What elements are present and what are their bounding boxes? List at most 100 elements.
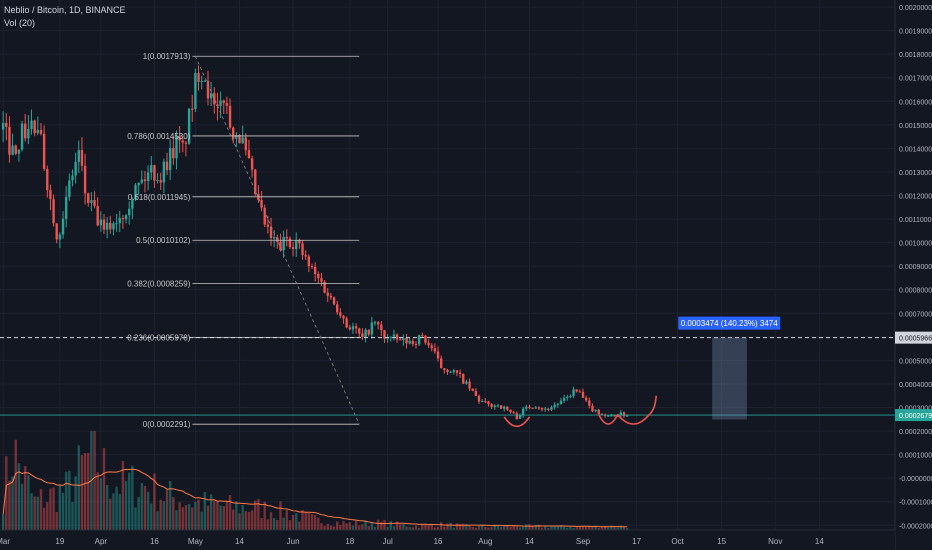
volume-bar bbox=[405, 526, 408, 530]
candle-body bbox=[622, 412, 626, 417]
volume-bar bbox=[99, 478, 103, 530]
volume-bar bbox=[376, 519, 380, 530]
volume-bar bbox=[181, 507, 184, 530]
candle-body bbox=[178, 136, 181, 141]
volume-bar bbox=[254, 500, 257, 530]
candle-body bbox=[87, 193, 90, 203]
candle-body bbox=[547, 408, 550, 410]
candle-body bbox=[376, 322, 380, 325]
candle-body bbox=[543, 408, 547, 410]
candle-body bbox=[304, 255, 307, 257]
candle-body bbox=[282, 236, 285, 251]
volume-bar bbox=[74, 476, 77, 530]
volume-bar bbox=[326, 523, 329, 530]
volume-bar bbox=[276, 520, 279, 530]
candle-body bbox=[279, 241, 282, 251]
candle-body bbox=[367, 329, 370, 335]
candle-body bbox=[49, 190, 52, 200]
x-tick-label: 16 bbox=[434, 537, 443, 546]
candle-body bbox=[20, 123, 24, 150]
volume-bar bbox=[52, 487, 55, 530]
candle-body bbox=[496, 405, 500, 407]
y-tick-label: 0.0016000 bbox=[899, 99, 932, 106]
candle-body bbox=[209, 93, 213, 99]
volume-bar bbox=[143, 486, 147, 530]
candle-body bbox=[153, 165, 156, 181]
volume-bar bbox=[58, 485, 62, 530]
volume-bar bbox=[503, 525, 506, 530]
candle-body bbox=[33, 120, 36, 134]
candle-body bbox=[244, 137, 248, 151]
volume-bar bbox=[203, 491, 207, 530]
candle-body bbox=[531, 407, 534, 409]
volume-bar bbox=[200, 511, 203, 530]
candle-body bbox=[553, 404, 556, 408]
candle-body bbox=[241, 137, 244, 144]
fib-level-label: 0.618(0.0011945) bbox=[128, 193, 191, 202]
volume-bar bbox=[364, 520, 367, 530]
volume-bar bbox=[206, 505, 210, 530]
candle-body bbox=[383, 330, 386, 339]
candle-body bbox=[503, 406, 506, 409]
y-axis-panel bbox=[895, 0, 932, 550]
volume-bar bbox=[20, 483, 24, 530]
y-tick-label: 0.0015000 bbox=[899, 123, 932, 130]
volume-bar bbox=[194, 501, 197, 530]
candle-body bbox=[323, 281, 326, 293]
volume-bar bbox=[348, 522, 352, 530]
x-tick-label: 14 bbox=[235, 537, 244, 546]
candle-body bbox=[455, 370, 459, 373]
y-axis: 0.0020000 0.0019000 0.0018000 0.0017000 0.00… bbox=[899, 5, 932, 530]
volume-bar bbox=[310, 514, 314, 530]
candle-body bbox=[380, 324, 383, 331]
y-tick-label: -0.0000000 bbox=[899, 476, 932, 483]
volume-bar bbox=[153, 473, 156, 530]
volume-bar bbox=[172, 497, 175, 530]
x-tick-label: Jun bbox=[287, 537, 300, 546]
candle-body bbox=[238, 134, 241, 144]
volume-bar bbox=[102, 448, 106, 530]
candle-body bbox=[260, 200, 263, 208]
volume-bar bbox=[222, 506, 225, 530]
candle-body bbox=[121, 218, 125, 220]
volume-bar bbox=[569, 527, 572, 530]
x-axis-panel bbox=[0, 530, 895, 550]
y-tick-label: 0.0019000 bbox=[899, 29, 932, 36]
volume-bar bbox=[373, 526, 377, 530]
volume-bar bbox=[553, 526, 556, 530]
volume-bar bbox=[83, 452, 87, 530]
candle-body bbox=[175, 136, 178, 159]
volume-bar bbox=[317, 517, 320, 530]
candle-body bbox=[24, 123, 27, 139]
x-tick-label: Oct bbox=[671, 537, 684, 546]
volume-bar bbox=[282, 517, 285, 530]
candle-body bbox=[480, 401, 484, 403]
volume-bar bbox=[345, 523, 348, 530]
volume-bar bbox=[610, 525, 613, 530]
candle-body bbox=[222, 100, 225, 104]
volume-bar bbox=[307, 512, 311, 530]
badge-text: 0.0002679 bbox=[899, 413, 932, 420]
candle-body bbox=[291, 247, 295, 249]
badge-bg bbox=[895, 409, 932, 422]
candle-body bbox=[506, 406, 509, 410]
candle-body bbox=[250, 158, 254, 170]
candle-body bbox=[358, 328, 361, 334]
candle-body bbox=[266, 224, 270, 227]
candle-body bbox=[525, 406, 528, 409]
volume-bar bbox=[320, 523, 323, 530]
candle-body bbox=[430, 345, 433, 349]
candle-body bbox=[232, 127, 235, 139]
candle-body bbox=[414, 344, 418, 346]
volume-bar bbox=[515, 526, 519, 530]
volume-bar bbox=[367, 526, 370, 530]
volume-bar bbox=[402, 524, 405, 530]
badge-text: 0.0005966 bbox=[899, 336, 932, 343]
volume-bar bbox=[496, 526, 500, 530]
volume-bar bbox=[27, 475, 30, 530]
x-tick-label: Apr bbox=[95, 537, 108, 546]
x-tick-label: 18 bbox=[345, 537, 354, 546]
candle-body bbox=[487, 401, 490, 405]
volume-bar bbox=[216, 501, 219, 530]
volume-bar bbox=[430, 525, 433, 530]
